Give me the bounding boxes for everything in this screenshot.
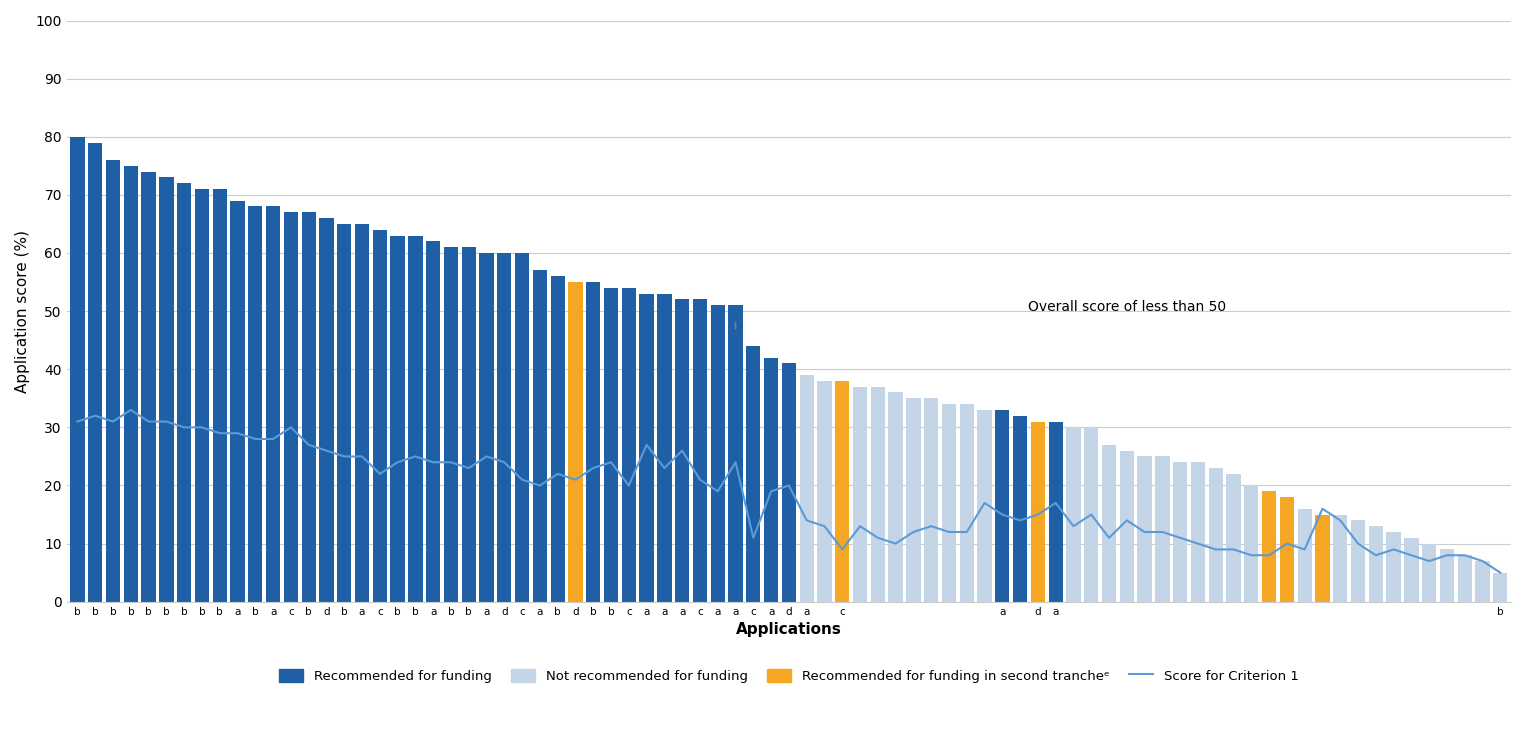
Bar	[1209, 468, 1222, 602]
Bar	[1334, 515, 1347, 602]
Bar	[1262, 492, 1276, 602]
Bar	[1244, 486, 1259, 602]
Bar	[568, 282, 583, 602]
Bar	[319, 218, 334, 602]
Bar	[195, 189, 209, 602]
Bar	[409, 235, 423, 602]
Bar	[249, 206, 262, 602]
Bar	[960, 404, 974, 602]
Bar	[1102, 444, 1116, 602]
Bar	[1067, 427, 1080, 602]
Bar	[462, 247, 476, 602]
Bar	[728, 306, 743, 602]
Bar	[551, 276, 565, 602]
Bar	[1083, 427, 1099, 602]
Bar	[1013, 416, 1027, 602]
Bar	[159, 178, 174, 602]
Bar	[1422, 544, 1436, 602]
Bar	[1457, 555, 1473, 602]
Bar	[711, 306, 725, 602]
Bar	[1476, 561, 1489, 602]
Bar	[693, 300, 707, 602]
Bar	[925, 398, 938, 602]
Bar	[356, 224, 369, 602]
Bar	[888, 392, 903, 602]
Bar	[266, 206, 281, 602]
Bar	[1494, 573, 1508, 602]
Bar	[906, 398, 920, 602]
Bar	[746, 346, 760, 602]
Bar	[212, 189, 227, 602]
Bar	[337, 224, 351, 602]
Bar	[142, 172, 156, 602]
Bar	[1280, 497, 1294, 602]
Bar	[1173, 462, 1187, 602]
Bar	[995, 410, 1009, 602]
Bar	[1404, 538, 1419, 602]
Bar	[479, 253, 493, 602]
Bar	[604, 288, 618, 602]
Bar	[658, 294, 671, 602]
Bar	[818, 381, 832, 602]
Y-axis label: Application score (%): Application score (%)	[15, 229, 31, 393]
Bar	[1369, 526, 1383, 602]
Bar	[1315, 515, 1329, 602]
Bar	[1227, 474, 1241, 602]
Bar	[1030, 421, 1045, 602]
Bar	[871, 387, 885, 602]
Bar	[497, 253, 511, 602]
Bar	[230, 201, 244, 602]
Bar	[124, 166, 137, 602]
Bar	[1190, 462, 1206, 602]
Legend: Recommended for funding, Not recommended for funding, Recommended for funding in: Recommended for funding, Not recommended…	[275, 663, 1303, 688]
Bar	[1137, 456, 1152, 602]
Bar	[89, 143, 102, 602]
Bar	[1441, 550, 1454, 602]
Bar	[765, 358, 778, 602]
Bar	[426, 241, 441, 602]
Bar	[284, 212, 298, 602]
Bar	[674, 300, 690, 602]
Bar	[70, 137, 84, 602]
Bar	[1048, 421, 1062, 602]
Bar	[1155, 456, 1169, 602]
Bar	[781, 364, 797, 602]
Bar	[444, 247, 458, 602]
Bar	[533, 270, 546, 602]
Bar	[942, 404, 957, 602]
Bar	[639, 294, 653, 602]
Bar	[1387, 532, 1401, 602]
Bar	[853, 387, 867, 602]
Bar	[586, 282, 600, 602]
Bar	[372, 230, 388, 602]
Text: Overall score of less than 50: Overall score of less than 50	[1029, 300, 1225, 314]
Bar	[621, 288, 636, 602]
Bar	[800, 375, 813, 602]
Bar	[105, 160, 121, 602]
Bar	[835, 381, 850, 602]
Bar	[1351, 521, 1366, 602]
Bar	[1297, 509, 1312, 602]
Bar	[514, 253, 530, 602]
X-axis label: Applications: Applications	[736, 622, 842, 637]
Bar	[391, 235, 404, 602]
Bar	[978, 410, 992, 602]
Bar	[302, 212, 316, 602]
Bar	[177, 183, 191, 602]
Bar	[1120, 450, 1134, 602]
